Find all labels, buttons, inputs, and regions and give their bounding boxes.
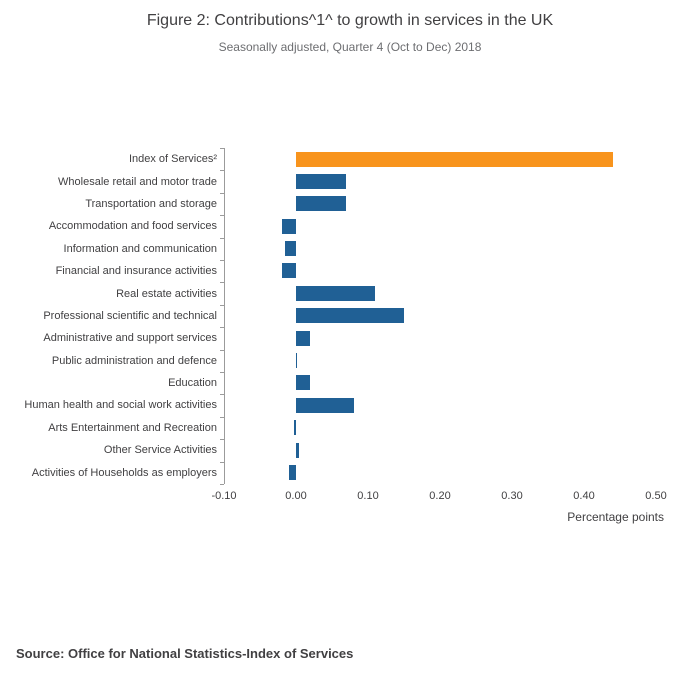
chart-row: Education bbox=[0, 372, 700, 394]
data-bar bbox=[288, 464, 296, 480]
y-axis-tick bbox=[220, 349, 224, 351]
y-axis-tick bbox=[220, 237, 224, 239]
y-axis-tick bbox=[220, 282, 224, 284]
category-label: Information and communication bbox=[63, 242, 217, 255]
x-tick-label: 0.10 bbox=[357, 490, 379, 502]
category-label: Other Service Activities bbox=[103, 444, 217, 457]
category-label: Real estate activities bbox=[116, 287, 217, 300]
data-bar bbox=[281, 218, 296, 234]
plot-cell bbox=[224, 148, 656, 170]
chart-row: Real estate activities bbox=[0, 282, 700, 304]
chart-row: Activities of Households as employers bbox=[0, 461, 700, 483]
plot-cell bbox=[224, 215, 656, 237]
data-bar bbox=[296, 285, 376, 301]
plot-cell bbox=[224, 170, 656, 192]
category-label: Human health and social work activities bbox=[24, 399, 217, 412]
category-label: Wholesale retail and motor trade bbox=[58, 175, 217, 188]
plot-cell bbox=[224, 417, 656, 439]
chart-row: Wholesale retail and motor trade bbox=[0, 170, 700, 192]
y-axis-tick bbox=[220, 327, 224, 329]
chart-row: Arts Entertainment and Recreation bbox=[0, 417, 700, 439]
chart-row: Accommodation and food services bbox=[0, 215, 700, 237]
chart-row: Other Service Activities bbox=[0, 439, 700, 461]
category-label: Financial and insurance activities bbox=[55, 265, 217, 278]
plot-cell bbox=[224, 327, 656, 349]
chart-row: Financial and insurance activities bbox=[0, 260, 700, 282]
x-axis: -0.10 0.00 0.10 0.20 0.30 0.40 0.50 bbox=[0, 490, 700, 506]
chart-row: Index of Services² bbox=[0, 148, 700, 170]
x-tick-label: 0.50 bbox=[645, 490, 667, 502]
x-tick-label: -0.10 bbox=[211, 490, 237, 502]
x-axis-title: Percentage points bbox=[567, 510, 664, 524]
y-axis-line bbox=[224, 148, 225, 484]
figure-subtitle: Seasonally adjusted, Quarter 4 (Oct to D… bbox=[218, 40, 482, 54]
category-label: Administrative and support services bbox=[43, 332, 217, 345]
x-tick-label: 0.40 bbox=[573, 490, 595, 502]
x-tick-label: 0.30 bbox=[501, 490, 523, 502]
chart-row: Information and communication bbox=[0, 238, 700, 260]
y-axis-tick bbox=[220, 170, 224, 172]
category-label: Education bbox=[168, 377, 217, 390]
category-label: Activities of Households as employers bbox=[31, 466, 217, 479]
chart-rows: Index of Services² Wholesale retail and m… bbox=[0, 148, 700, 485]
y-axis-tick bbox=[220, 304, 224, 306]
y-axis-tick bbox=[220, 260, 224, 261]
category-label: Transportation and storage bbox=[85, 197, 217, 210]
chart-row: Public administration and defence bbox=[0, 350, 700, 372]
data-bar bbox=[296, 353, 298, 369]
y-axis-tick bbox=[220, 416, 224, 418]
plot-cell bbox=[224, 350, 656, 372]
y-axis-tick bbox=[220, 439, 224, 441]
figure-title: Figure 2: Contributions^1^ to growth in … bbox=[146, 12, 554, 29]
plot-cell bbox=[224, 238, 656, 260]
y-axis-tick bbox=[220, 192, 224, 194]
chart-row: Human health and social work activities bbox=[0, 394, 700, 416]
data-bar bbox=[296, 375, 311, 391]
plot-cell bbox=[224, 193, 656, 215]
plot-cell bbox=[224, 461, 656, 483]
x-tick-label: 0.20 bbox=[429, 490, 451, 502]
chart-row: Professional scientific and technical bbox=[0, 305, 700, 327]
bar-chart: Index of Services² Wholesale retail and m… bbox=[0, 148, 700, 524]
data-bar bbox=[296, 308, 404, 324]
y-axis-tick bbox=[220, 461, 224, 463]
plot-cell bbox=[224, 394, 656, 416]
plot-cell bbox=[224, 305, 656, 327]
plot-cell bbox=[224, 439, 656, 461]
y-axis-tick bbox=[220, 215, 224, 217]
category-label: Arts Entertainment and Recreation bbox=[48, 421, 217, 434]
y-axis-tick bbox=[220, 484, 224, 485]
y-axis-tick bbox=[220, 372, 224, 373]
y-axis-tick bbox=[220, 394, 224, 396]
plot-cell bbox=[224, 282, 656, 304]
data-bar bbox=[296, 173, 347, 189]
plot-cell bbox=[224, 260, 656, 282]
data-bar bbox=[296, 196, 347, 212]
category-label: Accommodation and food services bbox=[48, 220, 217, 233]
data-bar bbox=[281, 263, 296, 279]
x-tick-label: 0.00 bbox=[285, 490, 307, 502]
category-label: Professional scientific and technical bbox=[43, 309, 217, 322]
chart-row: Administrative and support services bbox=[0, 327, 700, 349]
chart-row: Transportation and storage bbox=[0, 193, 700, 215]
data-bar bbox=[296, 442, 299, 458]
category-label: Index of Services² bbox=[128, 153, 217, 166]
source-text: Source: Office for National Statistics-I… bbox=[16, 646, 354, 661]
data-bar bbox=[293, 420, 296, 436]
data-bar bbox=[296, 397, 354, 413]
data-bar bbox=[285, 241, 296, 257]
data-bar bbox=[296, 330, 311, 346]
category-label: Public administration and defence bbox=[51, 354, 217, 367]
data-bar bbox=[296, 151, 613, 167]
plot-cell bbox=[224, 372, 656, 394]
y-axis-tick bbox=[220, 148, 224, 149]
